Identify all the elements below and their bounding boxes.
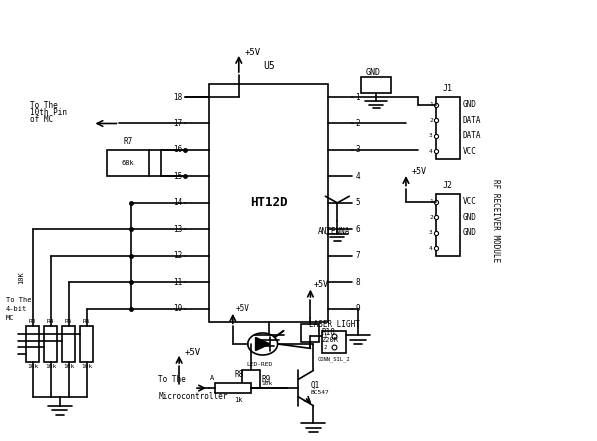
Text: 13: 13 [173, 225, 182, 234]
Bar [44, 326, 57, 362]
Text: 10k: 10k [63, 364, 74, 369]
Text: 4: 4 [355, 172, 360, 181]
Text: +5V: +5V [185, 348, 201, 357]
Text: 1: 1 [324, 334, 327, 339]
Text: 6: 6 [355, 225, 360, 234]
Bar [301, 324, 319, 342]
Text: 17: 17 [173, 119, 182, 128]
Bar [80, 326, 93, 362]
Text: R5: R5 [65, 319, 72, 324]
Text: 10k: 10k [261, 381, 273, 386]
Text: 10: 10 [173, 304, 182, 313]
Text: To The: To The [158, 375, 186, 384]
Text: Microcontroller: Microcontroller [158, 392, 227, 401]
Text: 10k: 10k [45, 364, 56, 369]
Text: J1: J1 [443, 84, 453, 93]
Text: 1: 1 [355, 93, 360, 101]
Text: +5V: +5V [412, 167, 427, 176]
Text: DATA: DATA [463, 116, 481, 125]
Text: 1k: 1k [235, 397, 243, 403]
Text: 16: 16 [173, 146, 182, 154]
Text: VCC: VCC [463, 197, 476, 206]
Bar [322, 331, 346, 353]
Text: R6: R6 [83, 319, 90, 324]
Text: 68k: 68k [122, 160, 135, 166]
Text: 11: 11 [173, 278, 182, 287]
Text: 10k: 10k [81, 364, 92, 369]
Text: 3: 3 [429, 133, 433, 138]
Text: R8: R8 [234, 370, 244, 379]
Bar [361, 77, 391, 93]
Text: +5V: +5V [313, 280, 328, 289]
Text: J2: J2 [443, 181, 453, 190]
Bar [215, 383, 251, 393]
Text: 2: 2 [429, 215, 433, 220]
Text: 8: 8 [355, 278, 360, 287]
Bar [26, 326, 39, 362]
Text: GND: GND [463, 213, 476, 222]
Text: 5: 5 [355, 198, 360, 207]
Bar [242, 370, 260, 388]
Text: 12: 12 [173, 251, 182, 260]
Text: Q1: Q1 [310, 381, 319, 390]
Text: R9: R9 [261, 375, 270, 384]
Text: U5: U5 [263, 60, 275, 71]
Text: GND: GND [365, 68, 381, 77]
Text: 10K: 10K [18, 272, 24, 284]
Text: ANTENNA: ANTENNA [318, 227, 350, 236]
Text: 1: 1 [429, 102, 433, 107]
Text: 2: 2 [324, 345, 327, 350]
Text: 1: 1 [429, 199, 433, 204]
Bar [209, 84, 328, 322]
Text: BC547: BC547 [310, 390, 329, 395]
Text: To The: To The [6, 297, 32, 303]
Text: +5V: +5V [245, 49, 261, 57]
Text: 220R: 220R [321, 336, 338, 343]
Text: 14: 14 [173, 198, 182, 207]
Text: 9: 9 [355, 304, 360, 313]
Text: 2: 2 [355, 119, 360, 128]
Text: GND: GND [463, 228, 476, 237]
Text: HT12D: HT12D [250, 196, 287, 209]
Text: R10: R10 [321, 329, 335, 337]
Text: of MC: of MC [30, 115, 53, 123]
Bar [107, 150, 149, 176]
Text: 10th Pin: 10th Pin [30, 108, 67, 117]
Bar [436, 97, 460, 159]
Text: GND: GND [463, 100, 476, 109]
Bar [436, 194, 460, 256]
Text: LED-RED: LED-RED [247, 362, 273, 366]
Text: 3: 3 [429, 230, 433, 235]
Text: 15: 15 [173, 172, 182, 181]
Text: DATA: DATA [463, 131, 481, 140]
Bar [62, 326, 75, 362]
Text: 4: 4 [429, 149, 433, 153]
Text: To The: To The [30, 101, 57, 110]
Polygon shape [256, 337, 270, 351]
Text: 2: 2 [429, 118, 433, 123]
Text: 3: 3 [355, 146, 360, 154]
Text: 7: 7 [355, 251, 360, 260]
Text: A: A [210, 375, 214, 381]
Text: 10k: 10k [27, 364, 38, 369]
Text: RF RECEIVER MODULE: RF RECEIVER MODULE [491, 179, 500, 262]
Text: 4-bit: 4-bit [6, 306, 27, 312]
Text: VCC: VCC [463, 146, 476, 156]
Text: +5V: +5V [236, 304, 250, 313]
Text: LASER LIGHT: LASER LIGHT [309, 320, 360, 329]
Text: 4: 4 [429, 246, 433, 250]
Text: MC: MC [6, 314, 14, 321]
Text: R7: R7 [124, 137, 133, 146]
Text: R3: R3 [29, 319, 36, 324]
Text: CONN_SIL_2: CONN_SIL_2 [318, 356, 350, 362]
Text: 18: 18 [173, 93, 182, 101]
Text: R4: R4 [47, 319, 54, 324]
